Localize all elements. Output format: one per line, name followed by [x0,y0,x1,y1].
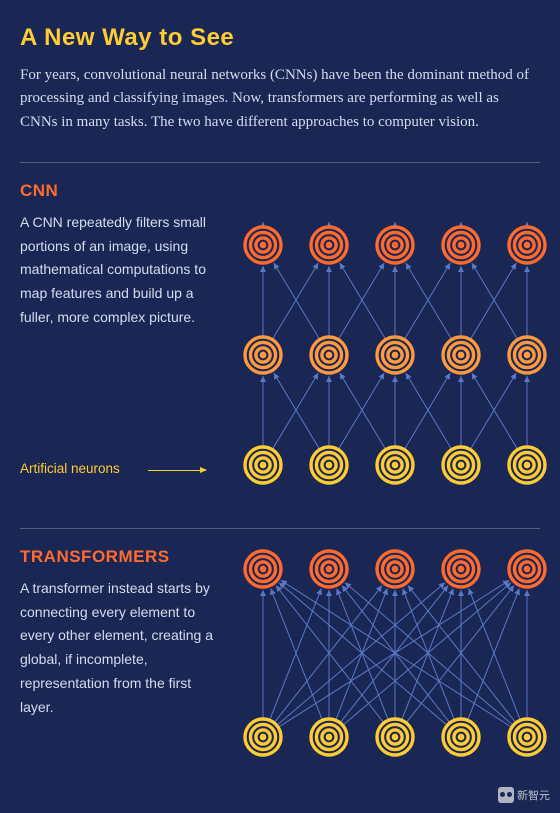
cnn-body: A CNN repeatedly filters small portions … [20,211,215,330]
cnn-diagram [233,181,553,506]
divider-mid [20,528,540,529]
neuron-r0-c0 [245,551,281,587]
transformers-text-col: TRANSFORMERS A transformer instead start… [20,547,215,772]
wechat-icon [498,787,514,803]
neuron-r1-c1 [311,719,347,755]
neuron-r1-c3 [443,719,479,755]
watermark-text: 新智元 [517,787,550,803]
neuron-r0-c4 [509,227,545,263]
neuron-r2-c1 [311,447,347,483]
neuron-r1-c0 [245,337,281,373]
neuron-r1-c3 [443,337,479,373]
neuron-r2-c4 [509,447,545,483]
neuron-label: Artificial neurons [20,461,120,476]
edges [260,580,530,727]
intro-text: For years, convolutional neural networks… [20,64,540,134]
page-title: A New Way to See [20,24,540,52]
neuron-r0-c1 [311,551,347,587]
neuron-r0-c3 [443,227,479,263]
neuron-r2-c0 [245,447,281,483]
neuron-r1-c2 [377,337,413,373]
neuron-r2-c3 [443,447,479,483]
neuron-r0-c0 [245,227,281,263]
cnn-section: CNN A CNN repeatedly filters small porti… [20,181,540,506]
transformers-body: A transformer instead starts by connecti… [20,577,215,720]
neuron-r2-c2 [377,447,413,483]
neuron-r0-c2 [377,227,413,263]
neuron-r0-c2 [377,551,413,587]
cnn-text-col: CNN A CNN repeatedly filters small porti… [20,181,215,506]
transformers-section: TRANSFORMERS A transformer instead start… [20,547,540,772]
divider-top [20,162,540,163]
neuron-r1-c2 [377,719,413,755]
neuron-r1-c4 [509,337,545,373]
neuron-r0-c3 [443,551,479,587]
neuron-r1-c4 [509,719,545,755]
cnn-heading: CNN [20,181,215,201]
neuron-r1-c0 [245,719,281,755]
neuron-r0-c4 [509,551,545,587]
neuron-r1-c1 [311,337,347,373]
transformers-diagram [233,547,553,772]
watermark: 新智元 [498,787,550,803]
neuron-label-arrow [148,470,206,471]
neuron-r0-c1 [311,227,347,263]
transformers-heading: TRANSFORMERS [20,547,215,567]
